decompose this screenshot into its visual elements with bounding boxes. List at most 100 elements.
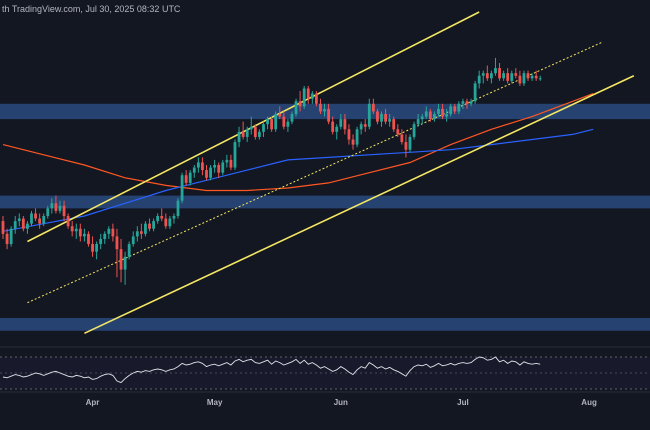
candle-body <box>17 218 21 222</box>
candle <box>188 170 192 186</box>
candle <box>54 195 58 214</box>
candle-body <box>290 114 294 122</box>
candle <box>331 116 335 135</box>
candle <box>270 116 274 132</box>
candle <box>233 139 237 171</box>
candle <box>485 65 489 81</box>
candle <box>510 70 514 84</box>
candle <box>213 159 217 173</box>
candle-body <box>376 111 379 122</box>
candle <box>302 85 306 109</box>
candle-body <box>457 103 461 112</box>
candle-body <box>367 103 371 127</box>
candle <box>139 223 143 239</box>
candle-body <box>449 106 453 114</box>
candle <box>83 228 86 242</box>
candle-body <box>351 139 355 145</box>
candle-body <box>54 203 58 211</box>
x-axis: Apr May Jun Jul Aug <box>0 391 650 407</box>
candle <box>400 129 404 145</box>
candle <box>1 216 5 239</box>
candle-body <box>156 216 160 222</box>
candle-body <box>233 142 237 168</box>
channel-mid-line <box>27 42 602 304</box>
candle-body <box>152 221 155 229</box>
candle <box>9 226 13 247</box>
candle <box>34 208 37 222</box>
candle-body <box>38 218 42 224</box>
candle <box>420 114 424 125</box>
candle <box>78 223 82 242</box>
candle <box>408 134 412 153</box>
candle <box>445 108 449 122</box>
candle-body <box>241 131 245 137</box>
candle-body <box>139 231 143 234</box>
candle <box>38 213 42 229</box>
candle <box>237 126 241 148</box>
candle-body <box>168 218 172 227</box>
candle-body <box>253 126 257 137</box>
candle-body <box>339 119 343 127</box>
zone-band-2 <box>0 318 650 331</box>
candle-body <box>453 106 457 112</box>
candle <box>306 85 310 104</box>
candle-body <box>502 73 506 79</box>
candle-body <box>21 218 25 229</box>
candle <box>249 116 253 135</box>
candle-body <box>359 124 363 130</box>
candle <box>449 103 453 117</box>
candle <box>99 233 103 250</box>
candle-body <box>127 244 131 257</box>
candle <box>152 218 155 232</box>
candle <box>453 103 457 114</box>
candle-body <box>526 73 530 79</box>
candle <box>371 98 375 114</box>
candle-body <box>388 119 392 122</box>
candle-body <box>298 101 302 107</box>
candle-body <box>522 73 526 84</box>
candle-body <box>26 223 29 229</box>
candle <box>13 216 17 234</box>
candle-body <box>518 75 522 84</box>
candle <box>465 98 469 109</box>
candle-body <box>538 78 542 80</box>
candle <box>506 68 510 84</box>
candle <box>17 213 21 227</box>
candle-body <box>5 233 9 245</box>
candle-body <box>445 114 449 117</box>
support-resistance-zones <box>0 103 650 331</box>
candle-body <box>306 88 310 99</box>
candle <box>392 116 396 132</box>
candle <box>363 119 367 132</box>
candle-body <box>384 114 387 122</box>
candle <box>262 121 265 137</box>
candle <box>253 124 257 140</box>
candle <box>26 221 29 234</box>
candle <box>294 98 298 117</box>
candle <box>156 213 160 224</box>
candle-body <box>62 205 66 216</box>
candle-body <box>510 73 514 81</box>
candle-body <box>286 121 290 127</box>
candle <box>530 73 534 81</box>
candle-body <box>209 167 212 178</box>
candle-body <box>180 175 184 201</box>
candle-body <box>420 116 424 120</box>
candle-body <box>160 216 164 219</box>
candle-body <box>164 218 168 227</box>
candle <box>245 126 249 143</box>
candle-body <box>13 221 17 229</box>
candle-body <box>465 101 469 104</box>
candle <box>160 208 164 222</box>
candle-body <box>314 93 318 104</box>
candle-body <box>83 233 86 237</box>
candle-body <box>310 93 314 99</box>
candle-body <box>135 231 139 237</box>
candle <box>115 228 119 278</box>
x-tick-label: Apr <box>86 398 100 407</box>
candle <box>441 103 444 120</box>
candle <box>46 205 50 219</box>
candle <box>180 172 184 204</box>
candle <box>534 70 538 81</box>
candle-body <box>323 108 326 112</box>
